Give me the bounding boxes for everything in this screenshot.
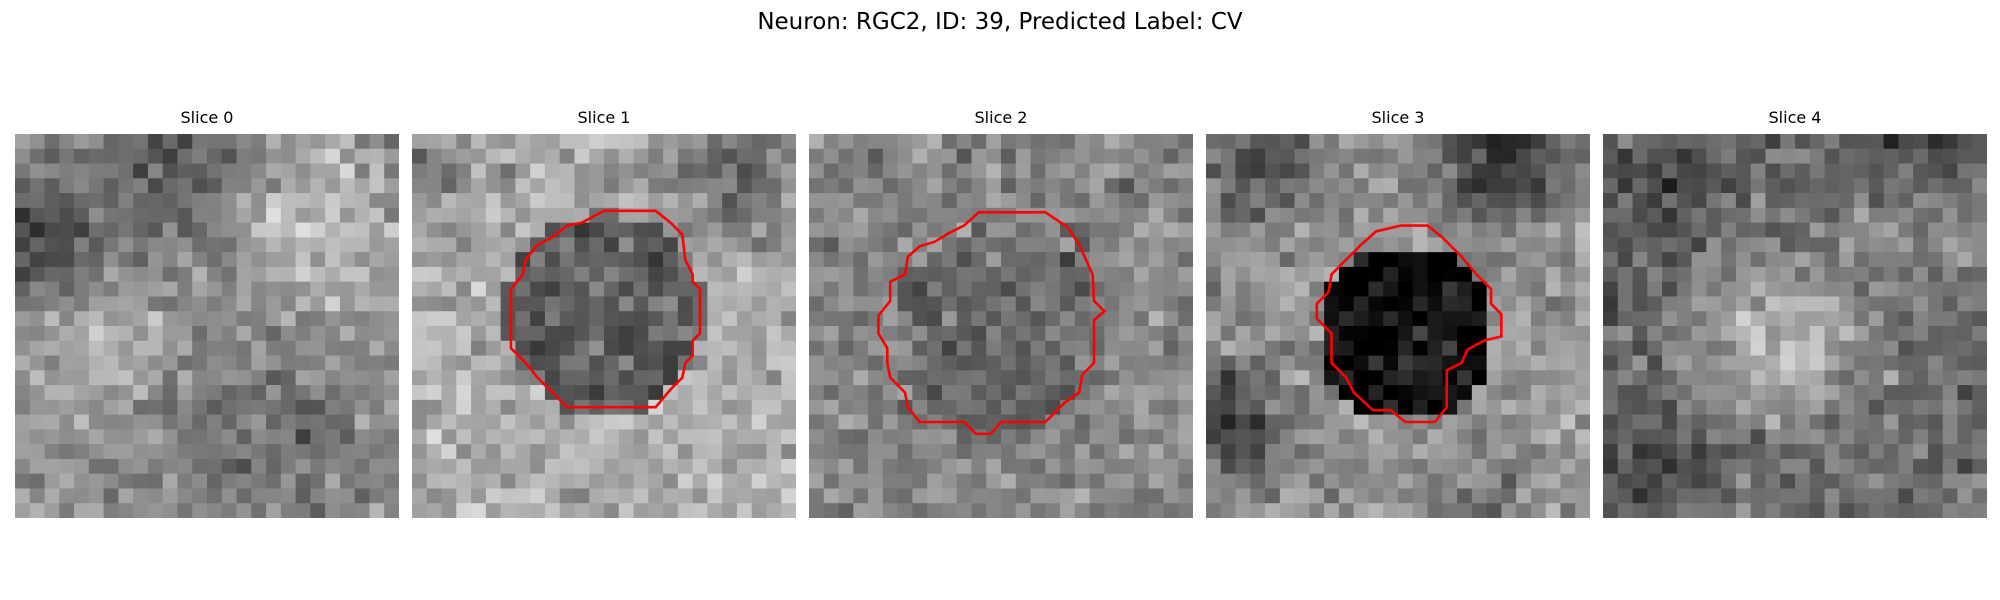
slice-panel-1: Slice 1 bbox=[412, 108, 796, 528]
slice-panel-4: Slice 4 bbox=[1603, 108, 1987, 528]
slice-image bbox=[412, 134, 796, 518]
soma-contour bbox=[877, 210, 1107, 436]
slice-title: Slice 0 bbox=[180, 108, 234, 127]
slice-panel-0: Slice 0 bbox=[15, 108, 399, 528]
soma-contour bbox=[1315, 224, 1503, 424]
slice-panel-3: Slice 3 bbox=[1206, 108, 1590, 528]
slice-title: Slice 4 bbox=[1768, 108, 1822, 127]
slice-panel-2: Slice 2 bbox=[809, 108, 1193, 528]
figure-title: Neuron: RGC2, ID: 39, Predicted Label: C… bbox=[757, 9, 1243, 35]
slice-title: Slice 3 bbox=[1371, 108, 1425, 127]
slice-title: Slice 1 bbox=[577, 108, 631, 127]
slice-image bbox=[15, 134, 399, 518]
soma-contour bbox=[509, 209, 702, 409]
slice-image bbox=[1603, 134, 1987, 518]
slice-title: Slice 2 bbox=[974, 108, 1028, 127]
slice-image bbox=[809, 134, 1193, 518]
slice-image bbox=[1206, 134, 1590, 518]
